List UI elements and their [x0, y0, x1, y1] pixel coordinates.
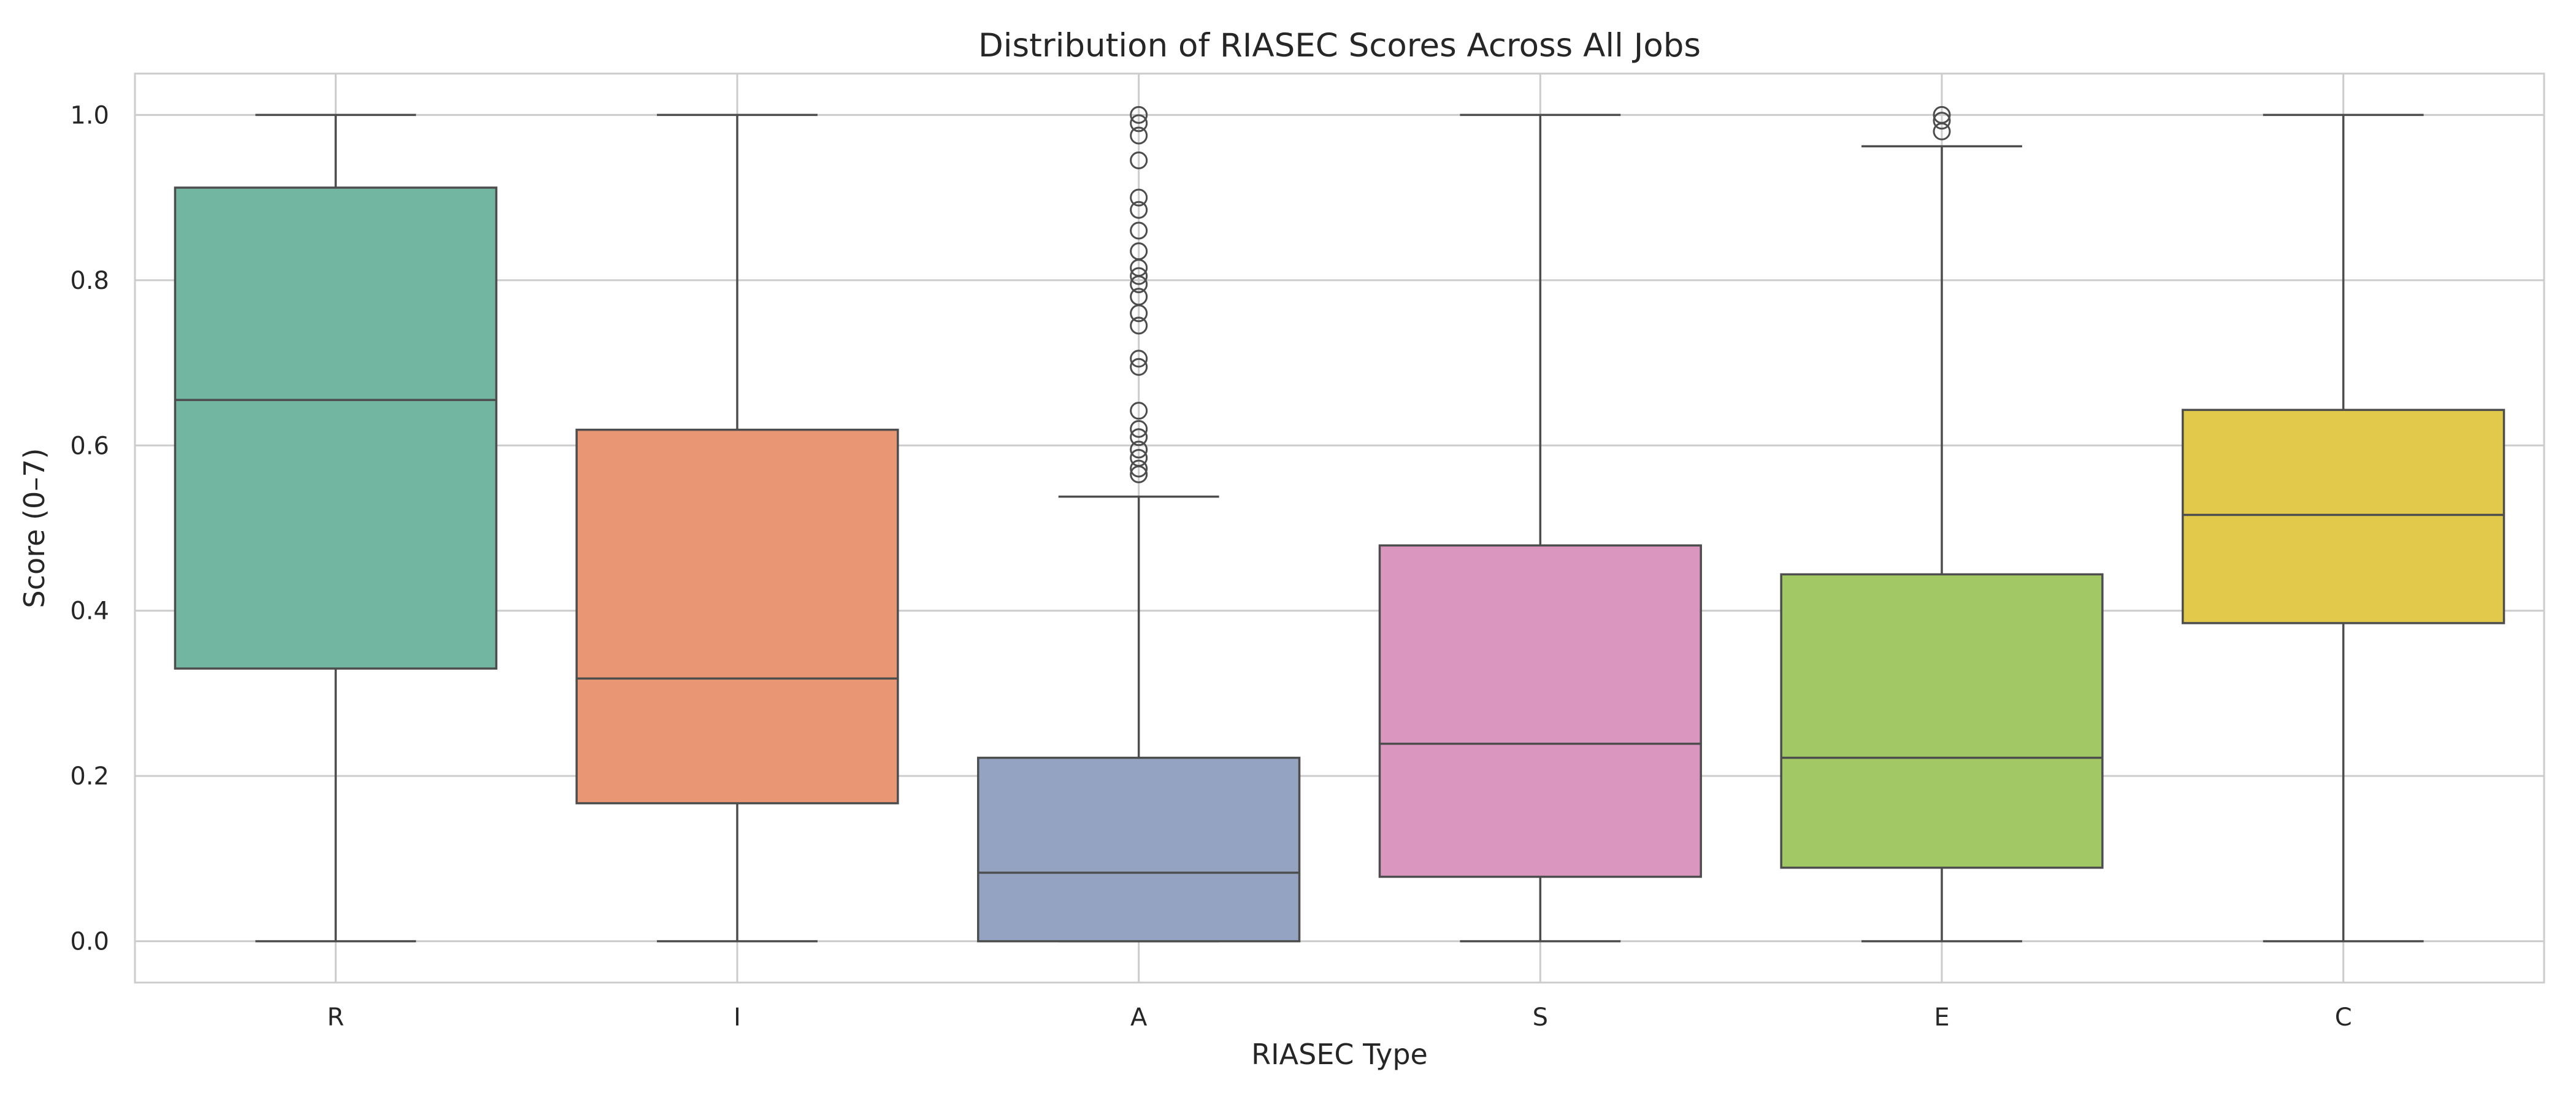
box-I [575, 113, 899, 943]
box-body [575, 428, 899, 805]
x-tick-label: E [1934, 1003, 1949, 1032]
chart-title: Distribution of RIASEC Scores Across All… [978, 27, 1701, 64]
outlier-point [1130, 242, 1148, 261]
outlier-point [1130, 350, 1148, 368]
outlier-point [1130, 114, 1148, 132]
outlier-point [1130, 151, 1148, 169]
y-tick-label: 0.6 [70, 432, 109, 460]
x-tick-label: I [734, 1003, 741, 1032]
y-tick-label: 0.2 [70, 762, 109, 791]
outlier-point [1933, 105, 1951, 124]
x-axis-label: RIASEC Type [1251, 1038, 1428, 1071]
box-S [1378, 113, 1702, 943]
outlier-point [1130, 105, 1148, 124]
box-C [2182, 113, 2505, 943]
outlier-point [1130, 402, 1148, 420]
x-tick-label: C [2335, 1003, 2352, 1032]
outlier-point [1933, 112, 1951, 130]
box-body [977, 756, 1301, 943]
outlier-point [1130, 358, 1148, 376]
y-axis-ticks: 0.0 0.2 0.4 0.6 0.8 1.0 [70, 101, 109, 956]
outlier-point [1130, 428, 1148, 447]
outlier-point [1130, 420, 1148, 438]
outlier-point [1130, 201, 1148, 219]
outlier-point [1130, 459, 1148, 478]
outlier-point [1130, 448, 1148, 467]
y-tick-label: 0.4 [70, 597, 109, 626]
box-R [174, 113, 497, 943]
y-tick-label: 0.0 [70, 928, 109, 956]
box-A [977, 105, 1301, 943]
box-body [1378, 544, 1702, 878]
plot-area [134, 72, 2545, 984]
y-tick-label: 1.0 [70, 101, 109, 129]
outlier-point [1130, 316, 1148, 335]
outlier-point [1130, 221, 1148, 240]
boxes-layer [174, 105, 2505, 943]
outlier-point [1130, 188, 1148, 207]
x-tick-label: A [1130, 1003, 1148, 1032]
x-tick-label: S [1533, 1003, 1548, 1032]
outlier-point [1130, 288, 1148, 306]
box-E [1780, 105, 2104, 943]
box-body [174, 186, 497, 670]
outlier-point [1130, 126, 1148, 145]
box-body [1780, 573, 2104, 869]
y-axis-label: Score (0–7) [18, 448, 51, 608]
outlier-point [1130, 440, 1148, 459]
outlier-point [1130, 267, 1148, 285]
x-tick-label: R [327, 1003, 344, 1032]
y-tick-label: 0.8 [70, 267, 109, 295]
box-body [2182, 408, 2505, 624]
